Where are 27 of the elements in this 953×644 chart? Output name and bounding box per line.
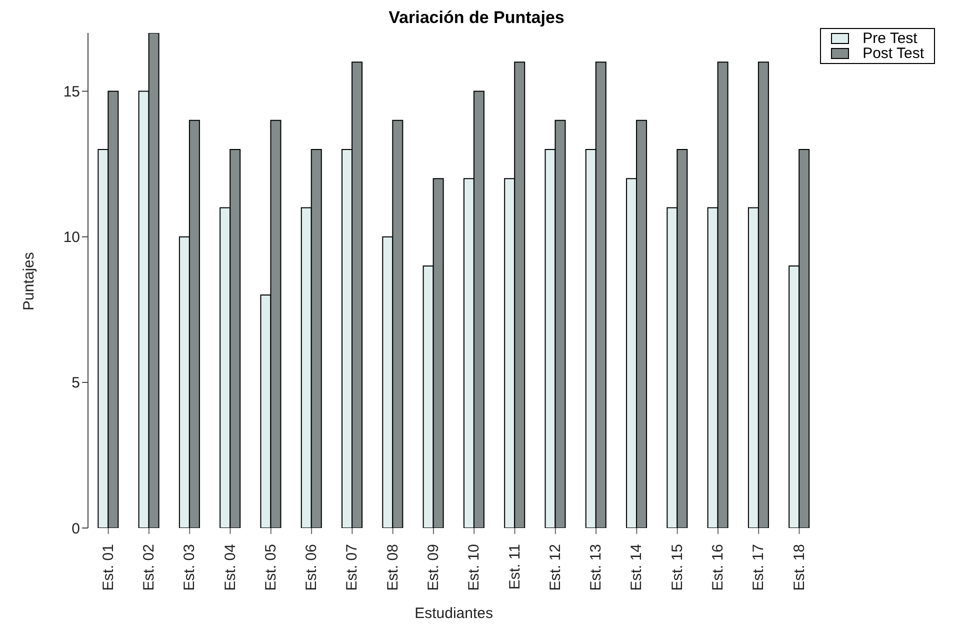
x-tick-label: Est. 08 bbox=[384, 544, 402, 591]
x-tick-label: Est. 03 bbox=[181, 544, 198, 591]
chart-title: Variación de Puntajes bbox=[388, 8, 566, 28]
x-tick-label: Est. 15 bbox=[668, 544, 686, 591]
x-tick-label: Est. 16 bbox=[709, 544, 726, 591]
x-tick-label: Est. 12 bbox=[546, 544, 564, 591]
x-tick-label: Est. 02 bbox=[140, 544, 158, 591]
x-axis-title: Estudiantes bbox=[414, 605, 493, 622]
x-tick-label: Est. 13 bbox=[588, 544, 605, 591]
legend-label: Post Test bbox=[862, 45, 924, 62]
x-tick-label: Est. 01 bbox=[100, 544, 117, 591]
y-tick-label: 5 bbox=[72, 374, 80, 392]
x-tick-label: Est. 06 bbox=[303, 544, 320, 591]
y-tick-label: 15 bbox=[63, 84, 80, 101]
x-tick-label: Est. 18 bbox=[790, 544, 808, 591]
x-tick-label: Est. 17 bbox=[750, 544, 768, 591]
x-tick-label: Est. 04 bbox=[222, 544, 239, 591]
x-tick-label: Est. 07 bbox=[344, 544, 361, 591]
x-tick-label: Est. 05 bbox=[262, 544, 280, 591]
y-tick-label: 0 bbox=[72, 520, 80, 538]
x-tick-label: Est. 10 bbox=[466, 544, 483, 591]
y-axis-title: Puntajes bbox=[20, 252, 38, 310]
x-tick-label: Est. 11 bbox=[506, 544, 524, 590]
y-tick-label: 10 bbox=[63, 229, 80, 246]
legend-label: Pre Test bbox=[862, 30, 918, 47]
x-tick-label: Est. 14 bbox=[628, 544, 646, 591]
x-tick-label: Est. 09 bbox=[424, 544, 442, 591]
